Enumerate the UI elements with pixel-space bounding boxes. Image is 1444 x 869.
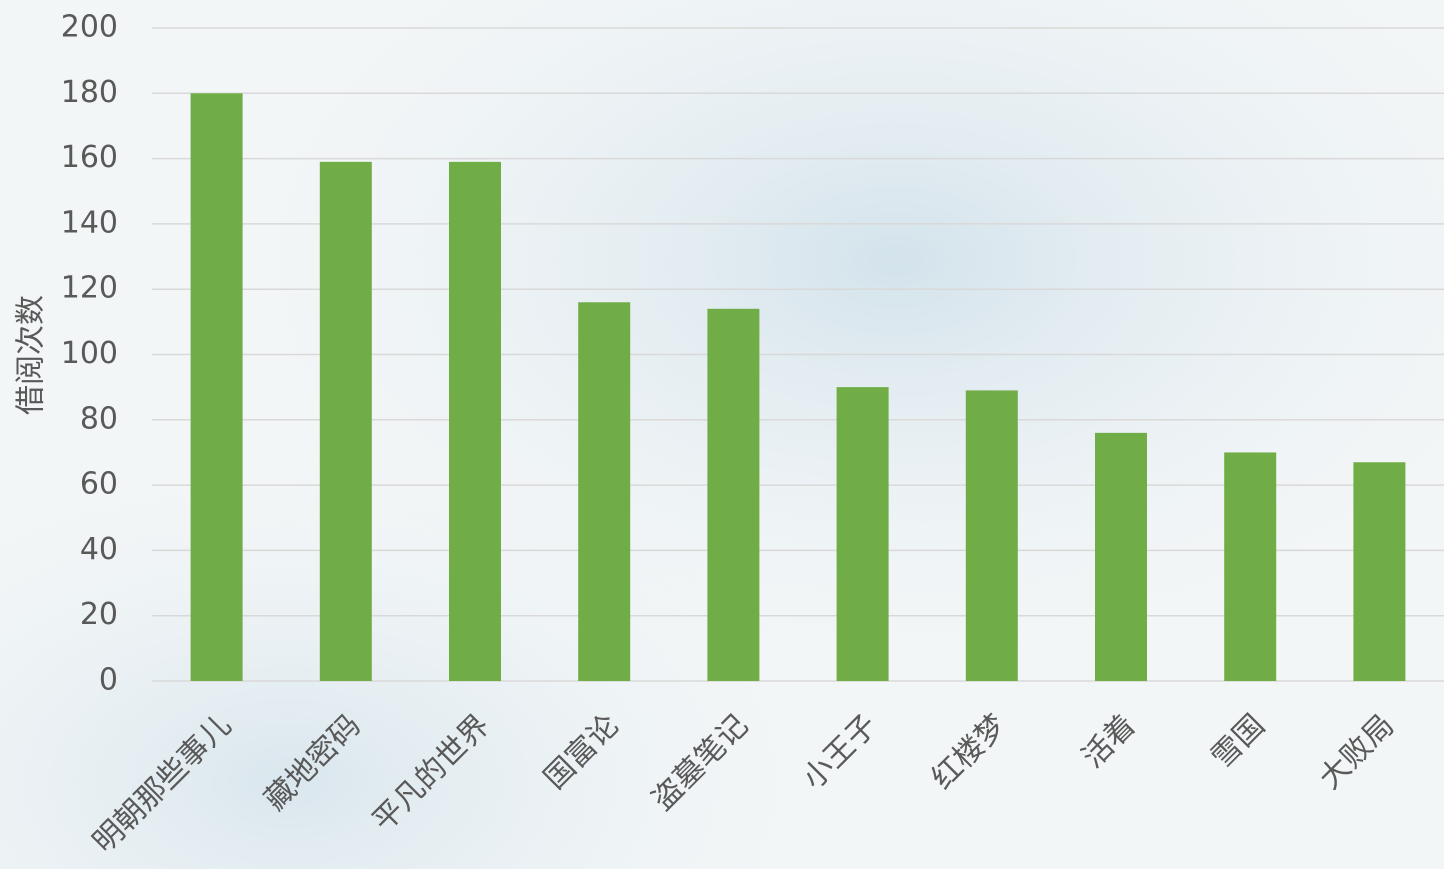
y-tick-label: 140: [61, 205, 118, 240]
y-tick-label: 40: [80, 532, 118, 567]
bar: [1353, 462, 1406, 681]
y-tick-label: 80: [80, 401, 118, 436]
y-tick-label: 0: [99, 663, 118, 698]
bar: [836, 387, 889, 681]
bar: [1095, 432, 1147, 681]
bar: [707, 308, 760, 681]
bar: [1224, 452, 1277, 681]
y-tick-label: 20: [80, 597, 118, 632]
bar: [449, 161, 501, 682]
y-tick-label: 60: [80, 467, 118, 502]
y-tick-label: 180: [61, 75, 118, 110]
y-tick-label: 200: [61, 10, 118, 45]
bar: [965, 390, 1018, 681]
y-tick-label: 120: [61, 271, 118, 306]
bar: [319, 161, 372, 682]
y-tick-label: 100: [61, 336, 118, 371]
y-axis-label: 借阅次数: [14, 295, 49, 415]
y-tick-label: 160: [61, 140, 118, 175]
bar: [578, 302, 631, 681]
bar: [190, 93, 243, 682]
